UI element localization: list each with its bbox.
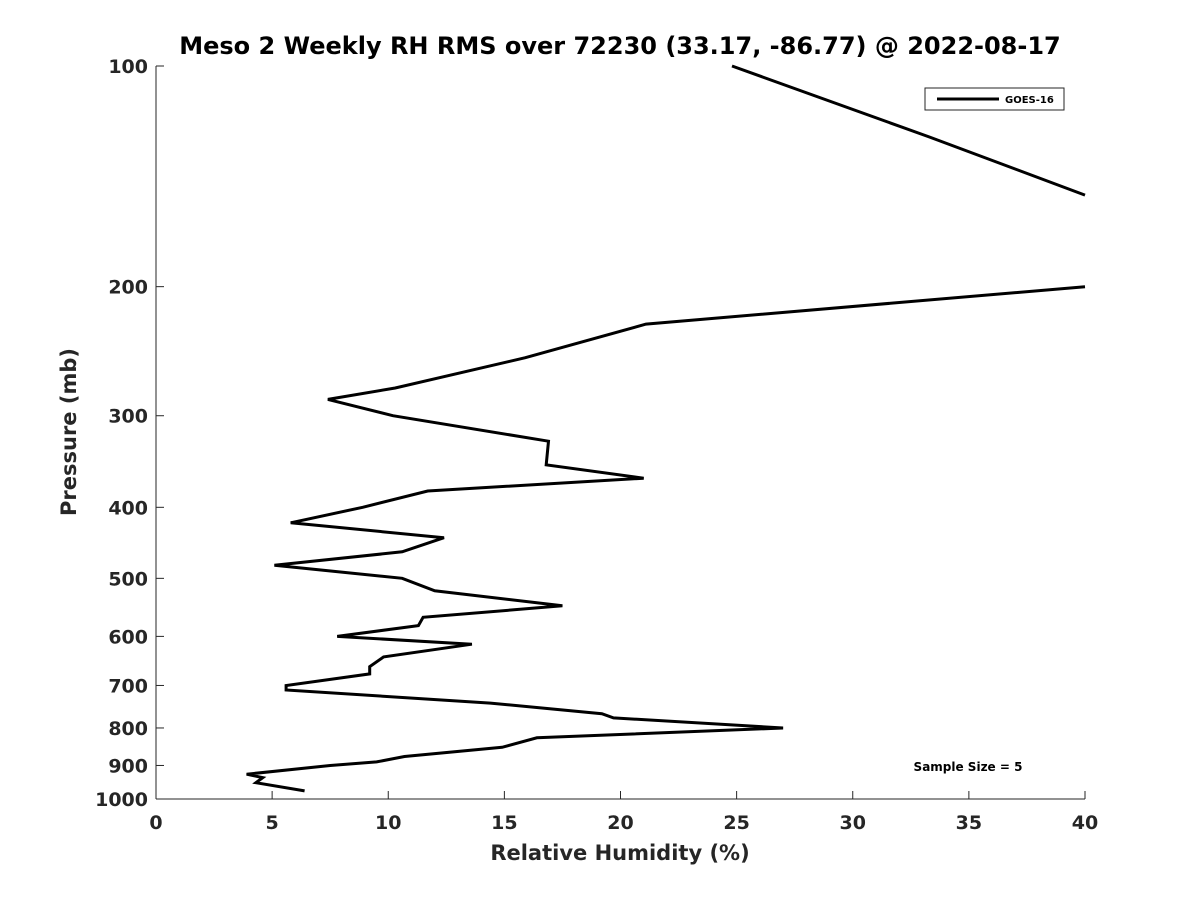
- sample-size-annotation: Sample Size = 5: [914, 760, 1023, 774]
- x-ticks: 0 5 10 15 20 25 30 35 40: [149, 791, 1098, 834]
- x-tick-label-40: 40: [1072, 812, 1098, 834]
- y-tick-label-800: 800: [108, 718, 148, 740]
- y-ticks: 100 200 300 400 500 600 700 800 900 1000: [95, 56, 164, 811]
- y-tick-label-400: 400: [108, 497, 148, 519]
- y-tick-label-900: 900: [108, 755, 148, 777]
- chart-title: Meso 2 Weekly RH RMS over 72230 (33.17, …: [179, 32, 1061, 60]
- y-tick-label-300: 300: [108, 406, 148, 428]
- x-tick-label-25: 25: [723, 812, 749, 834]
- y-tick-label-500: 500: [108, 568, 148, 590]
- x-tick-label-15: 15: [491, 812, 517, 834]
- x-tick-label-5: 5: [266, 812, 279, 834]
- y-tick-label-1000: 1000: [95, 789, 148, 811]
- series-layer: [246, 64, 1086, 793]
- series-line-goes-16-segment-2: [246, 285, 1086, 793]
- x-tick-label-0: 0: [149, 812, 162, 834]
- x-tick-label-30: 30: [840, 812, 866, 834]
- legend: GOES-16: [924, 87, 1065, 111]
- x-tick-label-35: 35: [956, 812, 982, 834]
- series-line-goes-16-segment-1: [731, 64, 1086, 197]
- y-tick-label-600: 600: [108, 626, 148, 648]
- y-tick-label-200: 200: [108, 277, 148, 299]
- legend-label-goes-16: GOES-16: [1005, 95, 1054, 106]
- y-tick-label-700: 700: [108, 675, 148, 697]
- axes: [155, 66, 1085, 800]
- x-tick-label-10: 10: [375, 812, 401, 834]
- x-axis-label: Relative Humidity (%): [490, 841, 749, 865]
- y-tick-label-100: 100: [108, 56, 148, 78]
- x-tick-label-20: 20: [607, 812, 633, 834]
- y-axis-label: Pressure (mb): [57, 348, 81, 516]
